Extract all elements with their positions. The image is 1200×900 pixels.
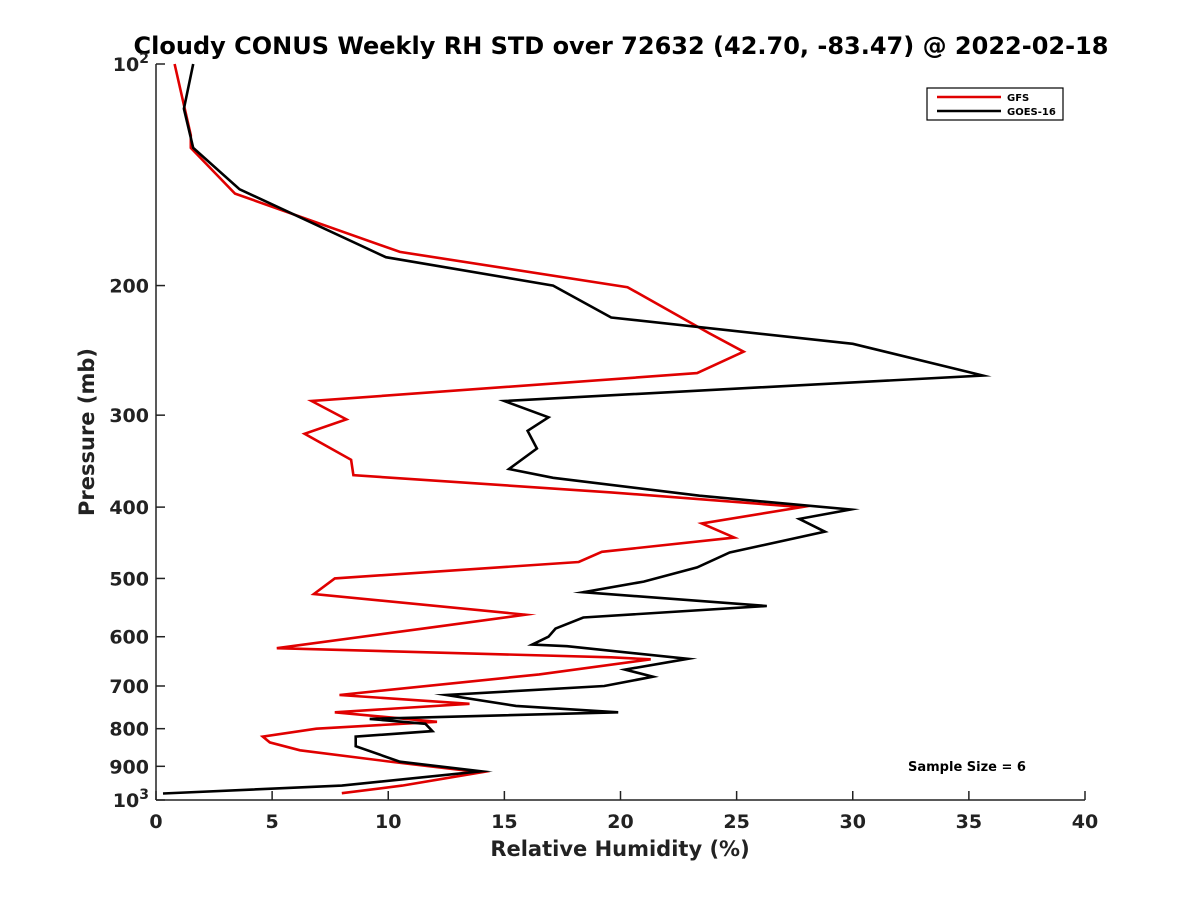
y-axis-label: Pressure (mb) xyxy=(75,348,99,516)
y-tick-label: 300 xyxy=(109,405,149,427)
x-tick-label: 30 xyxy=(840,811,866,833)
x-tick-label: 35 xyxy=(956,811,982,833)
y-tick-label: 500 xyxy=(109,568,149,590)
x-tick-label: 15 xyxy=(491,811,517,833)
sample-size-annotation: Sample Size = 6 xyxy=(908,760,1026,775)
y-tick-label: 900 xyxy=(109,756,149,778)
x-tick-label: 40 xyxy=(1072,811,1098,833)
chart-title: Cloudy CONUS Weekly RH STD over 72632 (4… xyxy=(134,32,1109,60)
x-axis-label: Relative Humidity (%) xyxy=(490,837,749,861)
x-tick-label: 0 xyxy=(149,811,162,833)
legend: GFS GOES-16 xyxy=(926,87,1064,121)
y-tick-label: 700 xyxy=(109,676,149,698)
y-tick-label: 400 xyxy=(109,497,149,519)
y-tick-label: 102 xyxy=(113,51,149,76)
y-tick-label: 600 xyxy=(109,627,149,649)
series-line-gfs xyxy=(173,63,813,795)
series-layer xyxy=(162,63,992,795)
x-tick-label: 25 xyxy=(723,811,749,833)
x-tick-label: 10 xyxy=(375,811,401,833)
plot-axes: 0 5 10 15 20 25 30 35 40 102 200 300 400 500 600 700 800… xyxy=(109,51,1098,833)
y-tick-label: 800 xyxy=(109,719,149,741)
y-tick-label: 200 xyxy=(109,276,149,298)
legend-label-goes-16: GOES-16 xyxy=(1007,107,1056,118)
legend-label-gfs: GFS xyxy=(1007,93,1029,104)
y-tick-label: 103 xyxy=(113,787,149,812)
legend-box xyxy=(926,87,1064,121)
x-tick-label: 20 xyxy=(607,811,633,833)
x-tick-label: 5 xyxy=(266,811,279,833)
series-line-goes-16 xyxy=(162,63,992,795)
